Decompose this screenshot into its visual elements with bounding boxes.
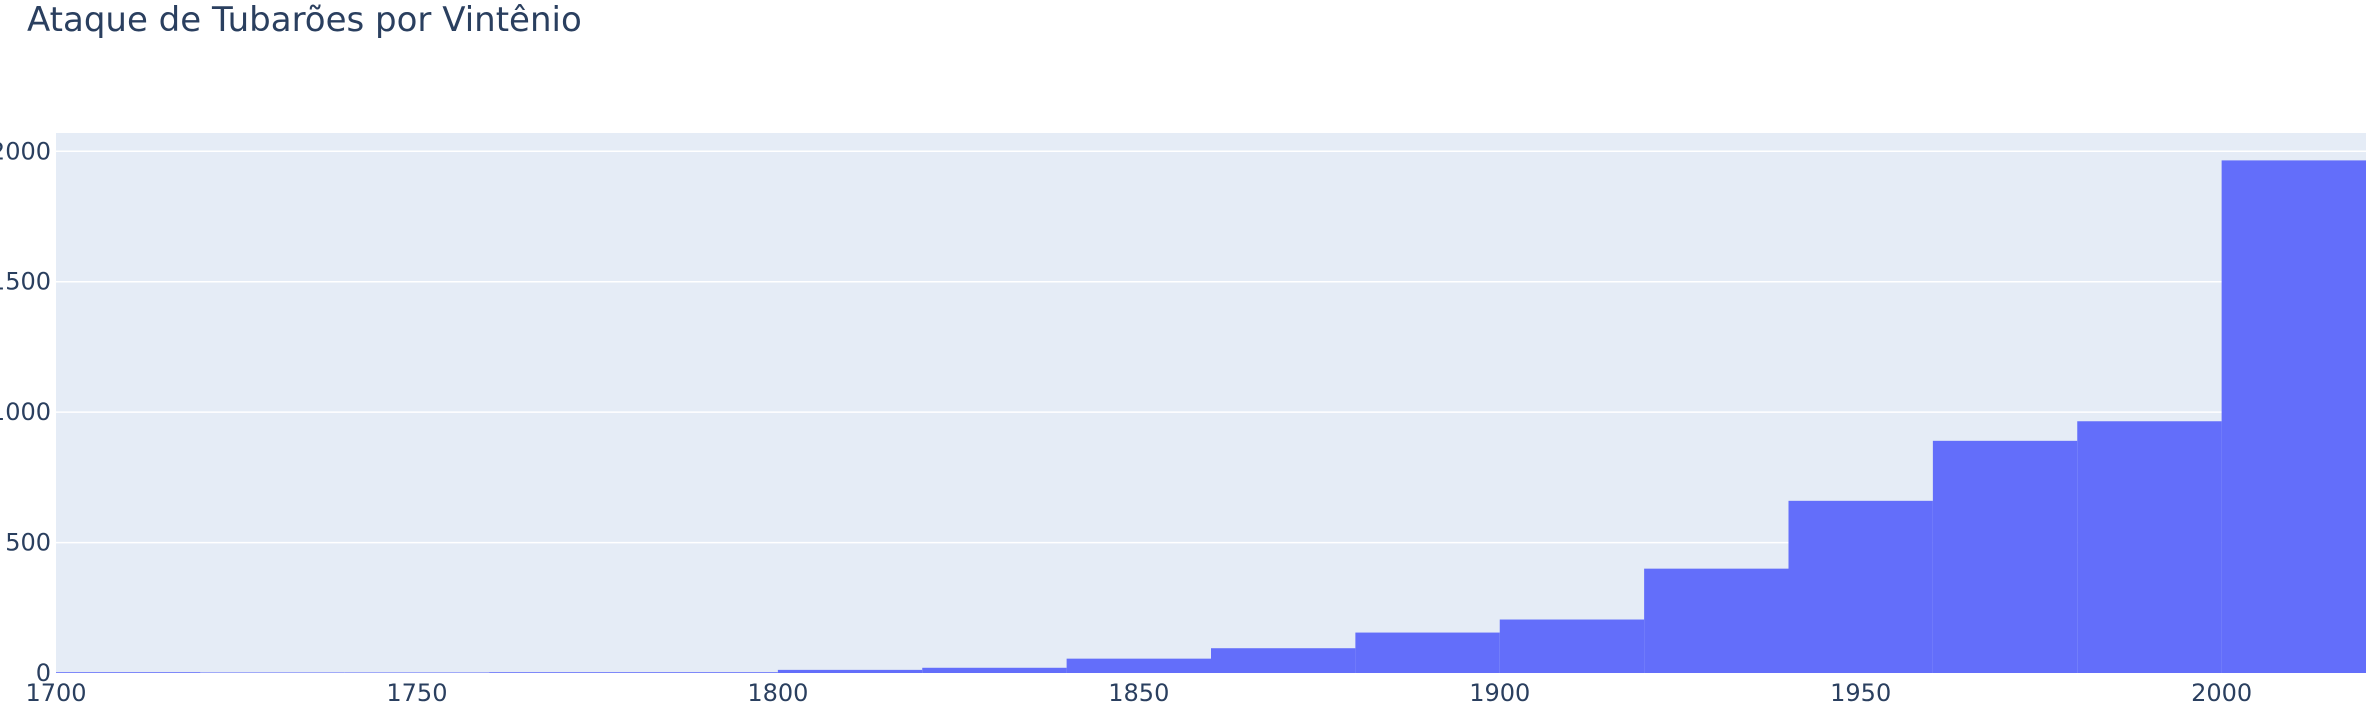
x-tick-label: 1750 xyxy=(386,679,447,707)
bar[interactable] xyxy=(1788,500,1933,673)
bar[interactable] xyxy=(1211,648,1356,673)
bar[interactable] xyxy=(2077,421,2222,673)
y-tick-label: 500 xyxy=(5,529,51,557)
bar[interactable] xyxy=(1066,658,1211,673)
chart-title: Ataque de Tubarões por Vintênio xyxy=(27,0,582,40)
bar[interactable] xyxy=(1499,619,1645,673)
y-tick-label: 1500 xyxy=(0,268,51,296)
bar[interactable] xyxy=(777,669,923,673)
x-axis-ticks: 1700 1750 1800 1850 1900 1950 2000 xyxy=(25,679,2252,707)
bar[interactable] xyxy=(1644,568,1789,673)
bar[interactable] xyxy=(200,672,345,673)
x-tick-label: 1900 xyxy=(1469,679,1530,707)
bar[interactable] xyxy=(344,672,490,673)
x-tick-label: 1850 xyxy=(1108,679,1169,707)
bar[interactable] xyxy=(2221,160,2366,674)
x-tick-label: 1950 xyxy=(1830,679,1891,707)
bars xyxy=(56,160,2366,674)
x-tick-label: 1700 xyxy=(25,679,86,707)
y-tick-label: 2000 xyxy=(0,137,51,165)
x-tick-label: 1800 xyxy=(747,679,808,707)
bar[interactable] xyxy=(633,672,778,673)
y-axis-ticks: 0 500 1000 1500 2000 xyxy=(0,137,51,687)
bar[interactable] xyxy=(56,672,201,673)
x-tick-label: 2000 xyxy=(2191,679,2252,707)
bar[interactable] xyxy=(922,667,1067,673)
bar[interactable] xyxy=(1932,440,2078,673)
y-tick-label: 1000 xyxy=(0,398,51,426)
y-tick-label: 0 xyxy=(36,659,51,687)
bar[interactable] xyxy=(1355,632,1500,673)
bar[interactable] xyxy=(489,672,634,673)
